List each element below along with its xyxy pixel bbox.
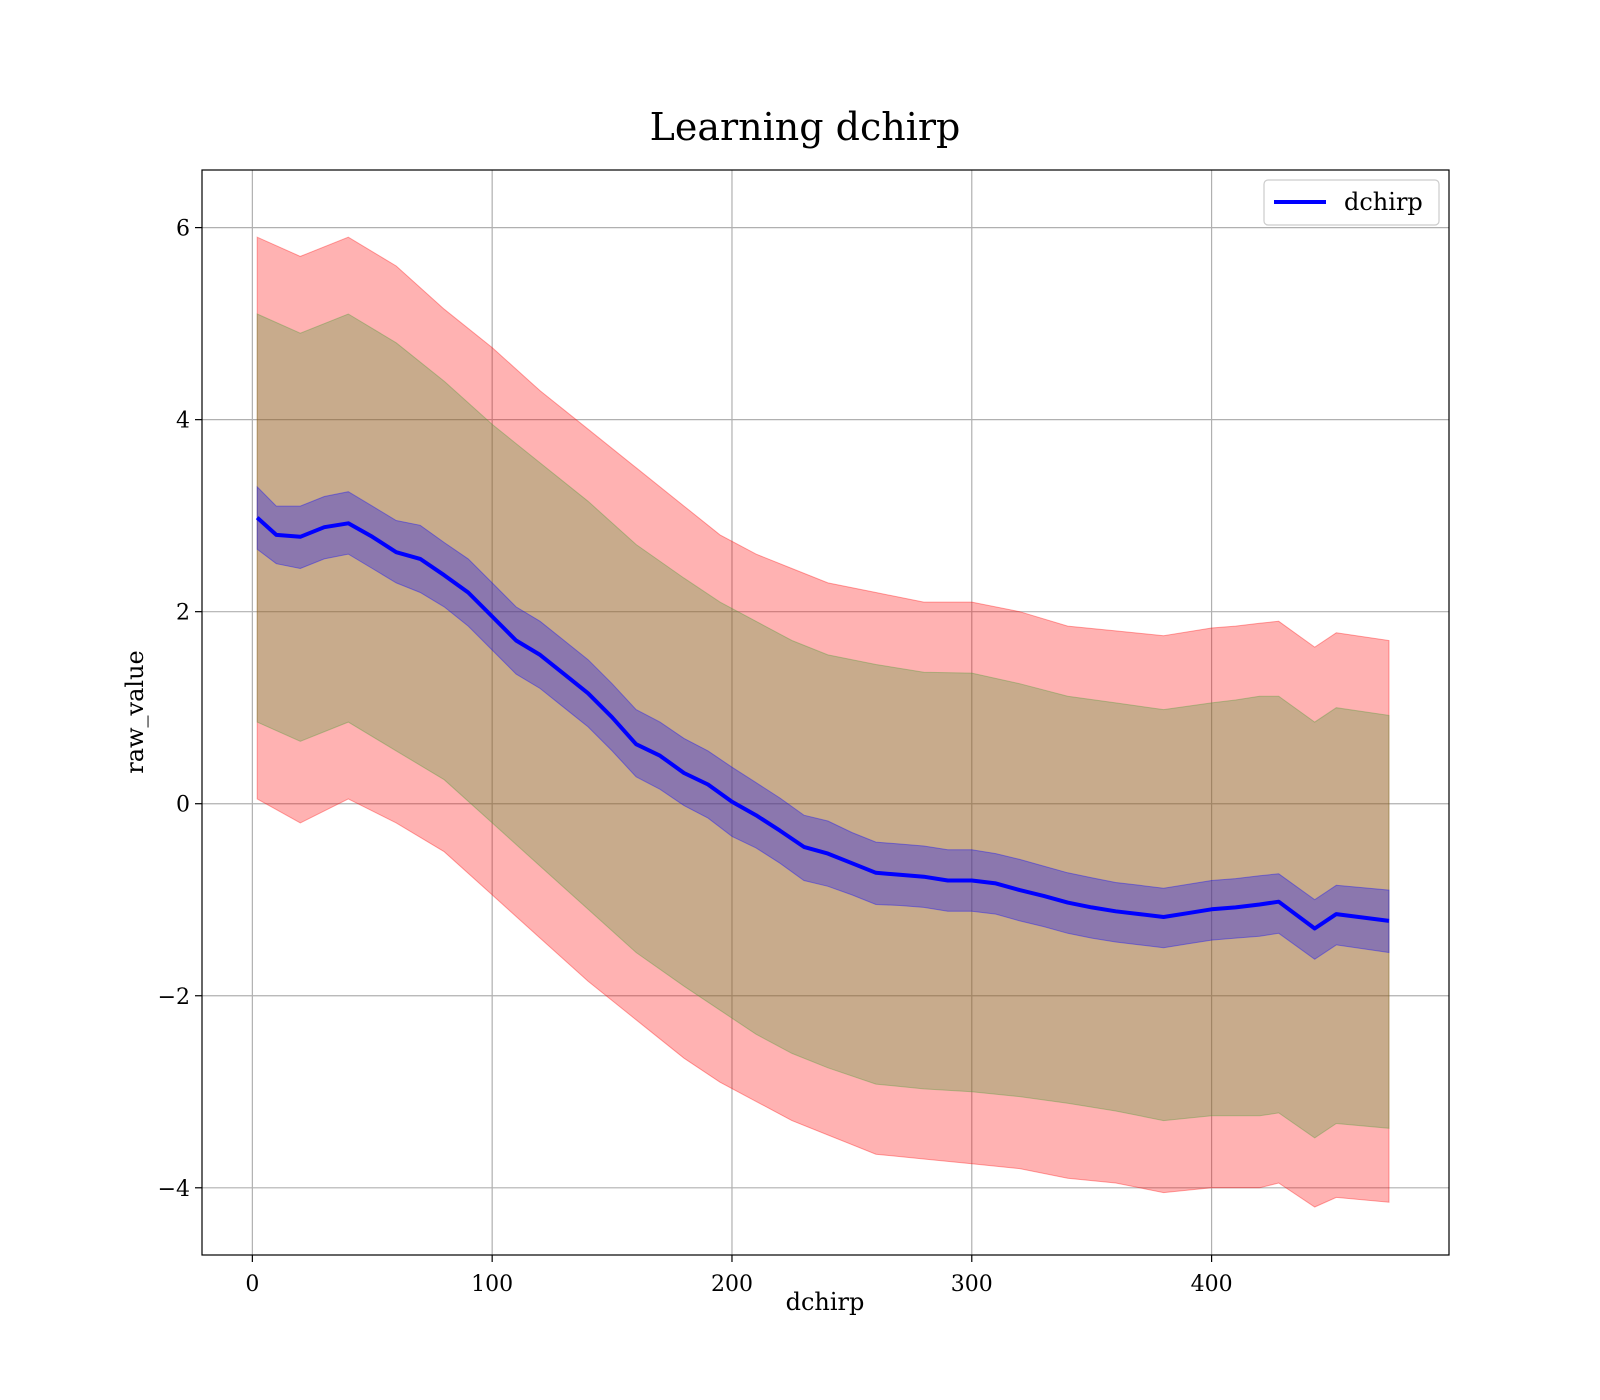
x-tick-label: 300: [951, 1272, 993, 1297]
grid: [202, 170, 1449, 1255]
y-tick-label: −2: [158, 985, 190, 1010]
y-axis-label: raw_value: [121, 650, 149, 774]
legend: dchirp: [1263, 179, 1440, 226]
y-tick-label: 6: [176, 217, 190, 242]
legend-box: [1263, 179, 1440, 226]
ticks: 0 100 200 300 400 −4 −2 0 2 4 6: [158, 217, 1233, 1297]
chart-title: Learning dchirp: [650, 105, 961, 149]
x-axis-label: dchirp: [786, 1288, 865, 1316]
confidence-band-0: [256, 236, 1390, 1208]
y-tick-label: 2: [176, 601, 190, 626]
x-tick-label: 200: [711, 1272, 753, 1297]
series-line-0: [255, 516, 1390, 931]
bands: [256, 236, 1390, 1208]
x-tick-label: 100: [471, 1272, 513, 1297]
plot-frame: [201, 169, 1450, 1256]
x-tick-label: 0: [245, 1272, 259, 1297]
y-tick-label: −4: [158, 1177, 190, 1202]
y-tick-label: 0: [176, 793, 190, 818]
legend-label: dchirp: [1344, 188, 1423, 216]
series: [255, 516, 1390, 931]
x-tick-label: 400: [1191, 1272, 1233, 1297]
y-tick-label: 4: [176, 409, 190, 434]
confidence-band-1: [256, 313, 1390, 1139]
